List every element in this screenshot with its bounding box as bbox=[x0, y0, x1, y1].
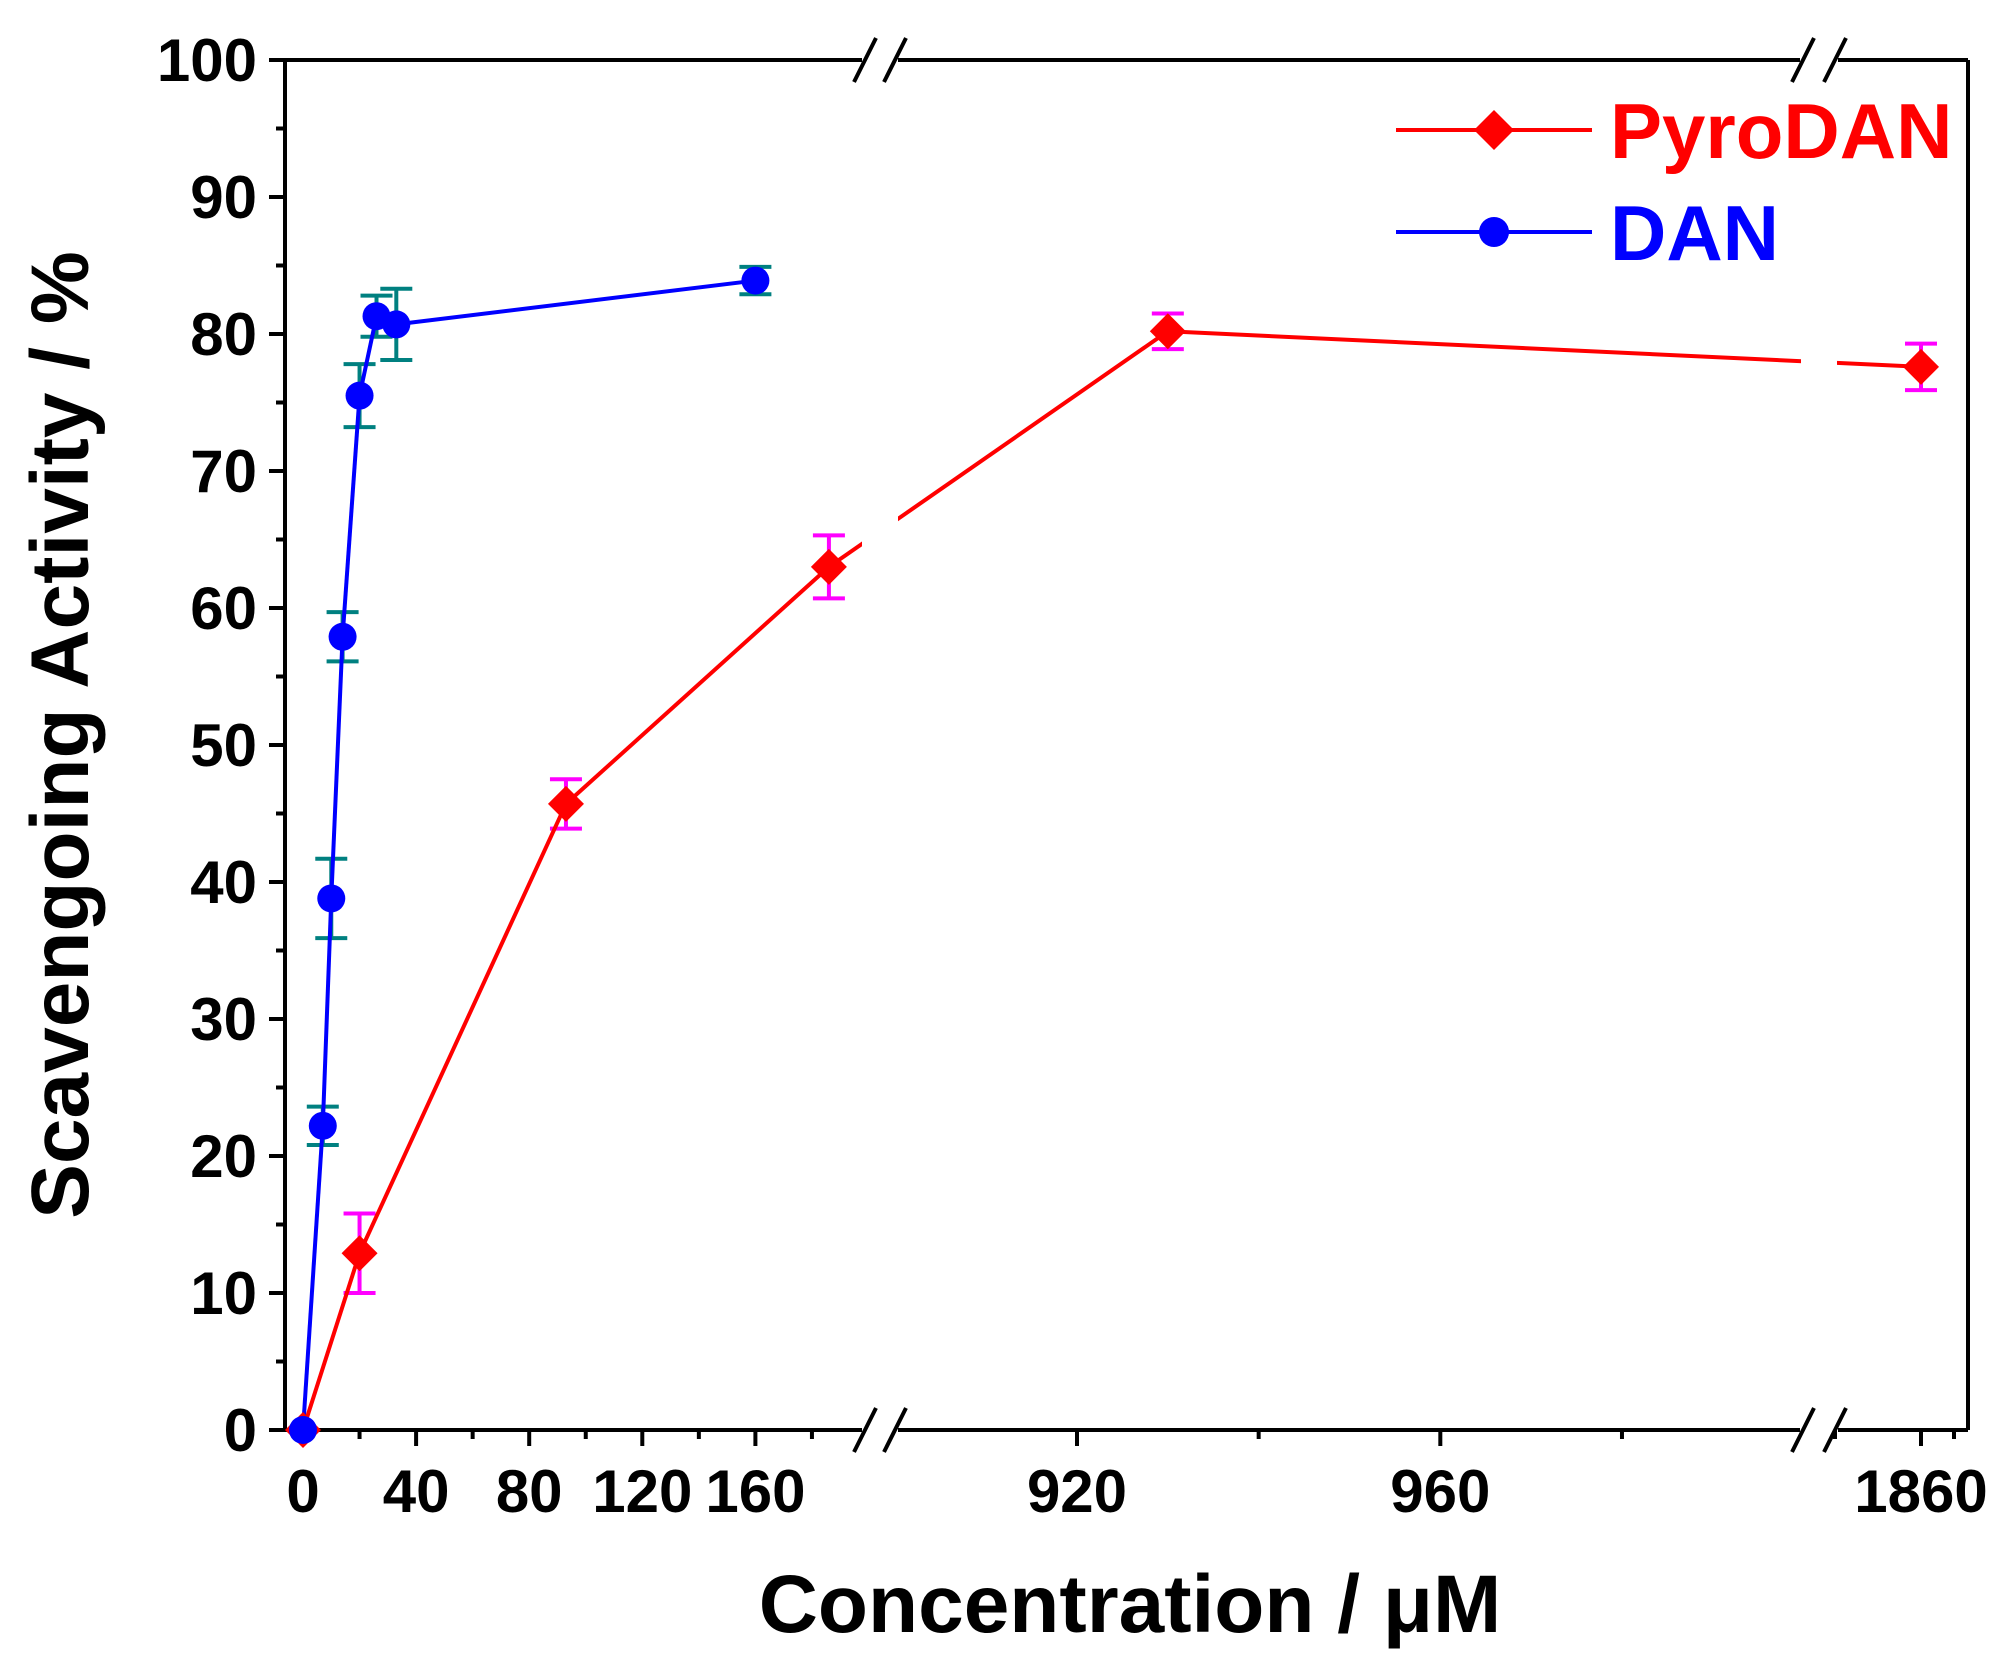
series-lines bbox=[301, 278, 1922, 1431]
axis-break-mark bbox=[882, 37, 908, 83]
series-line-pyrodan bbox=[301, 1252, 362, 1431]
axis-break-mark bbox=[882, 1407, 908, 1453]
legend-marker-pyrodan bbox=[1474, 110, 1514, 150]
y-tick-label: 10 bbox=[190, 1260, 257, 1327]
y-tick-label: 100 bbox=[157, 27, 257, 94]
marker-dan bbox=[308, 1111, 337, 1140]
axis-break-mark bbox=[1790, 37, 1816, 83]
y-tick-label: 60 bbox=[190, 575, 257, 642]
axis-break-mark bbox=[1790, 1407, 1816, 1453]
marker-dan bbox=[345, 381, 374, 410]
series-line-pyrodan bbox=[1167, 329, 1922, 369]
y-tick-label: 70 bbox=[190, 438, 257, 505]
marker-dan bbox=[317, 884, 346, 913]
marker-pyrodan bbox=[547, 785, 584, 822]
marker-pyrodan bbox=[810, 548, 847, 585]
y-axis-title: Scavengoing Activity / % bbox=[15, 251, 106, 1219]
marker-dan bbox=[328, 622, 357, 651]
error-bars bbox=[306, 264, 1937, 1295]
x-axis-title: Concentration / μM bbox=[759, 1559, 1502, 1650]
y-tick-label: 80 bbox=[190, 301, 257, 368]
series-line-dan bbox=[301, 1125, 325, 1431]
y-tick-label: 40 bbox=[190, 849, 257, 916]
series-line-dan bbox=[320, 898, 334, 1126]
marker-pyrodan bbox=[1903, 348, 1939, 385]
axis-break-mark bbox=[852, 37, 878, 83]
series-line-dan bbox=[340, 395, 362, 637]
legend-label-pyrodan: PyroDAN bbox=[1610, 87, 1952, 175]
legend: PyroDAN DAN bbox=[1396, 87, 1952, 277]
x-tick-label: 960 bbox=[1390, 1458, 1490, 1525]
legend-marker-dan bbox=[1479, 217, 1509, 247]
y-tick-label: 90 bbox=[190, 164, 257, 231]
tick-labels: 0 10 20 30 40 50 60 70 80 90 100 0 40 80 120 160 920 960 1… bbox=[157, 27, 1988, 1525]
break-gap bbox=[862, 511, 898, 552]
axes bbox=[269, 37, 1970, 1453]
marker-dan bbox=[741, 266, 770, 295]
marker-dan bbox=[382, 310, 411, 339]
data-markers bbox=[285, 266, 1939, 1448]
x-tick-label: 80 bbox=[496, 1458, 563, 1525]
axis-break-mark bbox=[852, 1407, 878, 1453]
y-tick-label: 30 bbox=[190, 986, 257, 1053]
marker-pyrodan bbox=[1149, 313, 1186, 350]
x-tick-label: 120 bbox=[592, 1458, 692, 1525]
marker-dan bbox=[289, 1416, 317, 1444]
x-tick-label: 920 bbox=[1027, 1458, 1127, 1525]
series-line-dan bbox=[329, 636, 345, 899]
x-tick-label: 1860 bbox=[1854, 1458, 1987, 1525]
x-tick-label: 160 bbox=[705, 1458, 805, 1525]
break-gap bbox=[1801, 342, 1837, 383]
marker-pyrodan bbox=[341, 1235, 378, 1272]
y-tick-label: 0 bbox=[224, 1397, 257, 1464]
y-tick-label: 50 bbox=[190, 712, 257, 779]
y-tick-label: 20 bbox=[190, 1123, 257, 1190]
series-line-pyrodan bbox=[564, 565, 831, 806]
series-line-dan bbox=[396, 278, 756, 327]
axis-break-mark bbox=[1822, 37, 1848, 83]
x-tick-label: 40 bbox=[383, 1458, 450, 1525]
legend-label-dan: DAN bbox=[1610, 189, 1779, 277]
x-tick-label: 0 bbox=[286, 1458, 319, 1525]
series-line-pyrodan bbox=[357, 803, 568, 1255]
